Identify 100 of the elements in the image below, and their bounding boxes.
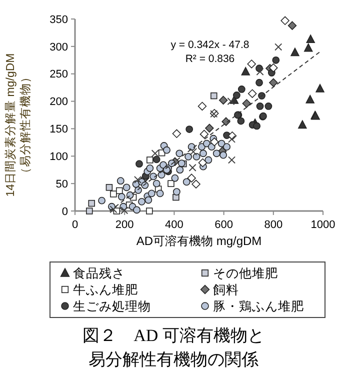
point (116, 177, 124, 185)
point (306, 34, 315, 43)
text: 図２ AD 可溶有機物と易分解性有機物の関係 (82, 326, 264, 369)
y-tick-label: 300 (50, 41, 68, 54)
point (316, 84, 324, 92)
point (238, 86, 246, 93)
point (256, 102, 264, 110)
legend-label: 飼料 (213, 283, 239, 297)
y-tick-label: 50 (56, 178, 68, 190)
point (256, 78, 263, 86)
point (227, 97, 235, 106)
point (192, 180, 200, 188)
point (188, 164, 196, 172)
point (204, 156, 212, 164)
point (136, 160, 143, 168)
point (146, 164, 154, 172)
annotation: y = 0.342x - 47.8 (170, 39, 250, 51)
legend-label: 豚・鶏ふん堆肥 (213, 300, 304, 314)
y-tick-label: 250 (50, 68, 68, 81)
point (146, 156, 154, 164)
y-tick-label: 150 (50, 124, 68, 136)
point (241, 66, 250, 76)
y-tick-label: 200 (50, 96, 68, 108)
point (148, 190, 156, 198)
point (106, 184, 113, 191)
point (210, 92, 218, 100)
point (187, 174, 196, 182)
legend-label: その他堆肥 (213, 266, 278, 280)
point (192, 152, 200, 160)
point (138, 198, 146, 206)
point (133, 206, 140, 214)
point (269, 78, 278, 87)
point (98, 196, 106, 204)
x-tick-label: 0 (72, 219, 78, 231)
point (253, 122, 260, 130)
point (274, 43, 282, 51)
point (134, 176, 142, 184)
point (116, 187, 123, 194)
point (122, 184, 130, 192)
point (237, 117, 245, 125)
point (228, 156, 236, 164)
point (223, 143, 230, 151)
x-tick-label: 800 (264, 219, 283, 231)
point (176, 150, 184, 158)
point (288, 21, 297, 30)
x-tick-label: 600 (214, 219, 233, 231)
point (178, 160, 186, 167)
x-axis-title: AD可溶有機物 mg/gDM (136, 234, 262, 248)
point (306, 94, 314, 104)
legend-label: 牛ふん堆肥 (73, 283, 138, 297)
point (298, 120, 307, 129)
point (198, 158, 208, 168)
point (182, 178, 190, 186)
legend-label: 食品残さ (73, 266, 125, 280)
point (168, 180, 174, 187)
x-tick-label: 400 (165, 219, 184, 231)
point (172, 188, 180, 196)
point (269, 63, 278, 72)
point (264, 102, 272, 110)
legend-label: 生ごみ処理物 (73, 300, 151, 314)
y-tick-label: 350 (50, 14, 68, 26)
x-tick-label: 200 (115, 219, 134, 231)
point (212, 150, 220, 158)
point (110, 206, 118, 214)
point (118, 193, 126, 200)
point (88, 200, 95, 207)
point (110, 190, 117, 198)
point (232, 92, 240, 99)
point (205, 124, 214, 133)
point (171, 174, 179, 182)
point (186, 126, 194, 133)
point (210, 138, 219, 146)
point (200, 150, 207, 158)
point (120, 206, 128, 214)
point (172, 129, 182, 138)
point (158, 171, 166, 178)
annotation: R² = 0.836 (185, 53, 235, 65)
point (290, 48, 300, 56)
point (151, 150, 159, 158)
point (144, 196, 152, 204)
point (163, 146, 170, 154)
point (248, 89, 257, 98)
x-tick-label: 1000 (310, 219, 336, 231)
y-tick-label: 100 (50, 150, 68, 163)
point (304, 43, 313, 52)
point (146, 208, 153, 214)
point (152, 180, 160, 188)
point (242, 99, 251, 108)
point (220, 151, 228, 159)
point (198, 102, 207, 111)
point (184, 152, 192, 160)
point (222, 117, 230, 126)
point (256, 68, 264, 76)
point (176, 166, 184, 174)
point (280, 16, 290, 26)
point (247, 60, 256, 68)
point (228, 135, 236, 143)
point (200, 130, 209, 139)
point (156, 190, 164, 198)
y-axis-title: 14日間炭素分解量 mg/gDM （易分解性有機物） (4, 53, 32, 197)
